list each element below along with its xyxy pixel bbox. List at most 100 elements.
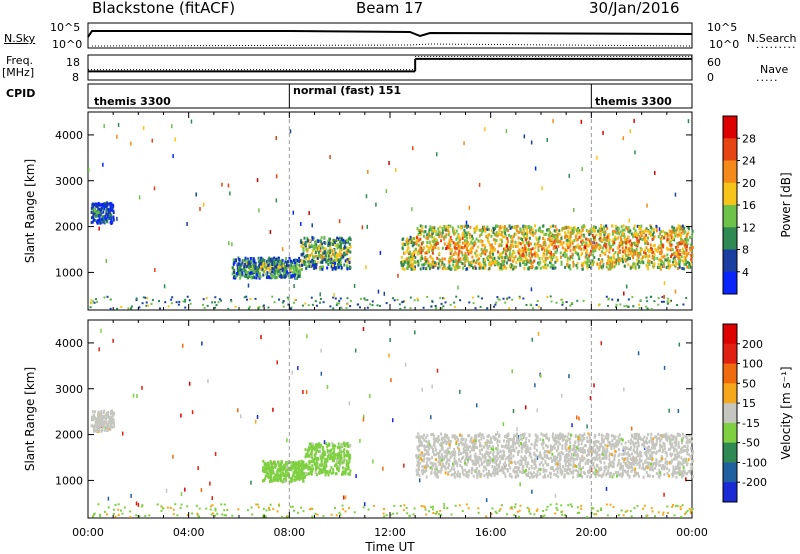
echo-cell bbox=[466, 231, 469, 235]
noise-cell bbox=[202, 202, 205, 207]
echo-cell bbox=[298, 477, 301, 481]
echo-cell bbox=[477, 457, 480, 461]
echo-cell bbox=[565, 249, 568, 253]
echo-cell bbox=[502, 453, 505, 457]
echo-cell bbox=[279, 265, 282, 269]
ground-scatter-cell bbox=[442, 305, 445, 308]
echo-cell bbox=[650, 249, 653, 253]
echo-cell bbox=[506, 236, 509, 240]
echo-cell bbox=[96, 417, 99, 421]
echo-cell bbox=[469, 261, 472, 265]
echo-cell bbox=[531, 265, 534, 269]
echo-cell bbox=[561, 226, 564, 230]
echo-cell bbox=[417, 263, 420, 267]
echo-cell bbox=[401, 246, 404, 250]
echo-cell bbox=[470, 240, 473, 244]
ground-scatter-cell bbox=[522, 297, 525, 300]
echo-cell bbox=[581, 225, 584, 229]
echo-cell bbox=[290, 479, 293, 483]
ground-scatter-cell bbox=[549, 503, 552, 506]
ground-scatter-cell bbox=[519, 504, 522, 507]
echo-cell bbox=[282, 474, 285, 478]
noise-cell bbox=[602, 130, 604, 135]
echo-cell bbox=[428, 234, 431, 238]
echo-cell bbox=[652, 446, 655, 450]
ground-scatter-cell bbox=[196, 512, 199, 515]
ground-scatter-cell bbox=[525, 303, 528, 306]
echo-cell bbox=[572, 264, 575, 268]
echo-cell bbox=[634, 235, 637, 239]
echo-cell bbox=[412, 266, 415, 270]
ground-scatter-cell bbox=[580, 507, 583, 510]
echo-cell bbox=[632, 227, 635, 231]
echo-cell bbox=[644, 242, 647, 246]
echo-cell bbox=[320, 471, 323, 475]
echo-cell bbox=[426, 233, 429, 237]
echo-cell bbox=[604, 230, 607, 234]
noise-cell bbox=[172, 454, 174, 459]
echo-cell bbox=[316, 448, 319, 452]
echo-cell bbox=[299, 476, 302, 480]
echo-cell bbox=[525, 227, 528, 231]
echo-cell bbox=[320, 461, 323, 465]
ground-scatter-cell bbox=[449, 303, 452, 306]
echo-cell bbox=[546, 463, 549, 467]
echo-cell bbox=[311, 236, 314, 240]
echo-cell bbox=[582, 233, 585, 237]
echo-cell bbox=[443, 257, 446, 261]
echo-cell bbox=[481, 225, 484, 229]
echo-cell bbox=[94, 422, 97, 426]
ground-scatter-cell bbox=[642, 507, 645, 510]
echo-cell bbox=[528, 451, 531, 455]
echo-cell bbox=[598, 432, 601, 436]
echo-cell bbox=[524, 238, 527, 242]
echo-cell bbox=[499, 252, 502, 256]
echo-cell bbox=[322, 448, 325, 452]
echo-cell bbox=[311, 252, 314, 256]
echo-cell bbox=[623, 257, 626, 261]
echo-cell bbox=[574, 235, 577, 239]
echo-cell bbox=[241, 259, 244, 263]
echo-cell bbox=[329, 450, 332, 454]
ground-scatter-cell bbox=[661, 513, 664, 516]
echo-cell bbox=[111, 208, 114, 212]
echo-cell bbox=[341, 471, 344, 475]
echo-cell bbox=[297, 461, 300, 465]
echo-cell bbox=[682, 259, 685, 263]
echo-cell bbox=[109, 424, 112, 428]
echo-cell bbox=[447, 225, 450, 229]
echo-cell bbox=[257, 260, 260, 264]
echo-cell bbox=[337, 262, 340, 266]
echo-cell bbox=[581, 239, 584, 243]
echo-cell bbox=[614, 235, 617, 239]
noise-cell bbox=[362, 417, 365, 422]
ground-scatter-cell bbox=[262, 513, 265, 516]
echo-cell bbox=[308, 243, 311, 247]
echo-cell bbox=[523, 263, 526, 267]
echo-cell bbox=[279, 466, 282, 470]
echo-cell bbox=[617, 473, 620, 477]
echo-cell bbox=[605, 265, 608, 269]
echo-cell bbox=[542, 242, 545, 246]
echo-cell bbox=[550, 250, 553, 254]
ground-scatter-cell bbox=[645, 515, 648, 518]
echo-cell bbox=[513, 266, 516, 270]
echo-cell bbox=[495, 261, 498, 265]
ground-scatter-cell bbox=[612, 506, 615, 509]
echo-cell bbox=[326, 454, 329, 458]
echo-cell bbox=[344, 453, 347, 457]
cpid-segment-2: normal (fast) 151 bbox=[293, 84, 402, 97]
echo-cell bbox=[92, 218, 95, 222]
echo-cell bbox=[674, 245, 677, 249]
echo-cell bbox=[269, 479, 272, 483]
ground-scatter-cell bbox=[250, 506, 253, 509]
echo-cell bbox=[624, 252, 627, 256]
echo-cell bbox=[273, 256, 276, 260]
echo-cell bbox=[551, 243, 554, 247]
echo-cell bbox=[562, 251, 565, 255]
echo-cell bbox=[556, 238, 559, 242]
echo-cell bbox=[539, 260, 542, 264]
echo-cell bbox=[596, 464, 599, 468]
ground-scatter-cell bbox=[146, 297, 149, 300]
echo-cell bbox=[683, 242, 686, 246]
